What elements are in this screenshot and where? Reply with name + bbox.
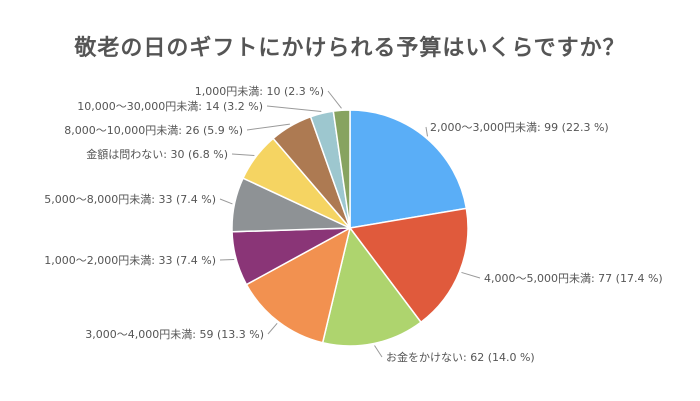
slice-label: 3,000～4,000円未満: 59 (13.3 %) — [85, 328, 264, 341]
pie-slices — [231, 109, 469, 347]
slice-label: お金をかけない: 62 (14.0 %) — [386, 350, 535, 364]
leader-line — [461, 271, 481, 279]
pie-slice — [332, 109, 351, 229]
chart-title: 敬老の日のギフトにかけられる予算はいくらですか？ — [74, 36, 626, 61]
leader-line — [231, 153, 255, 156]
slice-label: 10,000～30,000円未満: 14 (3.2 %) — [77, 100, 263, 113]
pie-slice — [245, 226, 352, 344]
slice-label: 金額は問わない: 30 (6.8 %) — [86, 147, 228, 161]
leader-line — [327, 90, 342, 109]
leader-lines — [219, 90, 481, 358]
leader-line — [266, 105, 322, 112]
slice-label: 8,000～10,000円未満: 26 (5.9 %) — [64, 124, 243, 137]
slice-label: 1,000円未満: 10 (2.3 %) — [195, 85, 324, 98]
slice-label: 4,000～5,000円未満: 77 (17.4 %) — [484, 272, 663, 285]
pie-slice — [348, 207, 469, 324]
slice-label: 1,000～2,000円未満: 33 (7.4 %) — [44, 254, 216, 267]
pie-slice — [349, 109, 468, 229]
slice-label: 5,000～8,000円未満: 33 (7.4 %) — [44, 193, 216, 206]
slice-labels: 2,000～3,000円未満: 99 (22.3 %) 4,000～5,000円未… — [44, 85, 662, 364]
leader-line — [267, 323, 278, 335]
pie-slice — [321, 226, 423, 347]
leader-line — [246, 123, 290, 131]
leader-line — [219, 198, 233, 205]
leader-line — [374, 345, 383, 358]
slice-label: 2,000～3,000円未満: 99 (22.3 %) — [430, 121, 609, 134]
leader-line — [425, 126, 428, 137]
